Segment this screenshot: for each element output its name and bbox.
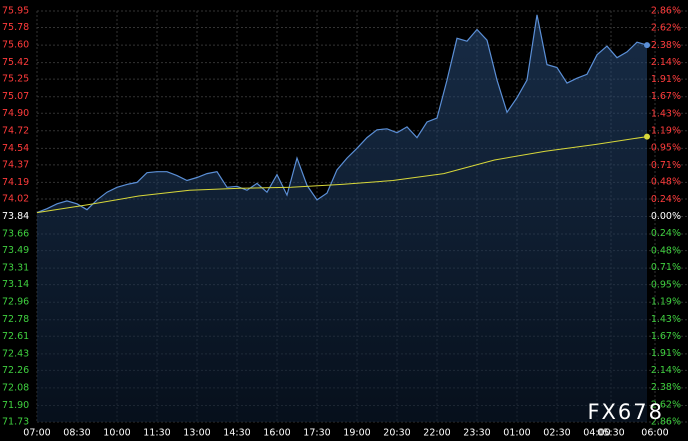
- y2-tick-label: 0.95%: [651, 143, 681, 154]
- x-tick-label: 11:30: [143, 428, 170, 439]
- plot: [36, 14, 650, 423]
- y-tick-label: 74.02: [2, 193, 29, 204]
- y2-tick-label: 2.86%: [651, 417, 681, 428]
- y-tick-label: 75.60: [2, 40, 29, 51]
- y2-tick-label: 2.62%: [651, 399, 681, 410]
- y2-tick-label: 0.00%: [651, 211, 681, 222]
- y-tick-label: 75.78: [2, 22, 29, 33]
- y2-tick-label: 1.91%: [651, 74, 681, 85]
- watermark: FX678: [587, 400, 664, 424]
- area: [37, 14, 647, 423]
- x-tick-label: 05:30: [597, 428, 624, 439]
- y-tick-label: 72.08: [2, 382, 29, 393]
- y-tick-label: 72.43: [2, 348, 29, 359]
- y-tick-label: 75.25: [2, 74, 29, 85]
- x-tick-label: 02:30: [543, 428, 570, 439]
- x-tick-label: 13:00: [183, 428, 210, 439]
- y2-tick-label: 1.67%: [651, 331, 681, 342]
- y-tick-label: 72.26: [2, 365, 29, 376]
- y2-tick-label: 2.14%: [651, 57, 681, 68]
- y-tick-label: 73.31: [2, 263, 29, 274]
- y-tick-label: 73.49: [2, 245, 29, 256]
- end-dot: [644, 133, 650, 140]
- y2-tick-label: 0.48%: [651, 245, 681, 256]
- y-tick-label: 71.90: [2, 400, 29, 411]
- x-tick-label: 22:00: [423, 428, 450, 439]
- y-tick-label: 74.72: [2, 125, 29, 136]
- y2-tick-label: 0.95%: [651, 279, 681, 290]
- x-tick-label: 20:30: [383, 428, 410, 439]
- labels: 75.95 75.78 75.60 75.42 75.25 75.07 74.90 74.72…: [2, 6, 681, 439]
- y2-tick-label: 2.14%: [651, 365, 681, 376]
- x-tick-label: 23:30: [463, 428, 490, 439]
- x-tick-label: 01:00: [503, 428, 530, 439]
- y-tick-label: 75.42: [2, 57, 29, 68]
- x-tick-label: 10:00: [103, 428, 130, 439]
- y-tick-label: 71.73: [2, 417, 29, 428]
- y2-tick-label: 1.43%: [651, 108, 681, 119]
- x-tick-label: 06:00: [641, 428, 668, 439]
- y2-tick-label: 0.24%: [651, 194, 681, 205]
- y-tick-label: 74.54: [2, 143, 29, 154]
- y-tick-label: 73.66: [2, 229, 29, 240]
- y-tick-label: 74.19: [2, 177, 29, 188]
- y-tick-label: 75.07: [2, 91, 29, 102]
- y-tick-label: 74.90: [2, 108, 29, 119]
- x-tick-label: 08:30: [63, 428, 90, 439]
- y2-tick-label: 0.71%: [651, 262, 681, 273]
- x-tick-label: 16:00: [263, 428, 290, 439]
- y2-tick-label: 0.48%: [651, 177, 681, 188]
- y2-tick-label: 2.38%: [651, 40, 681, 51]
- y-tick-label: 72.96: [2, 297, 29, 308]
- y2-tick-label: 0.71%: [651, 160, 681, 171]
- line: [36, 14, 648, 214]
- y-tick-label: 74.37: [2, 159, 29, 170]
- y-tick-label: 75.95: [2, 6, 29, 17]
- x-tick-label: 07:00: [23, 428, 50, 439]
- y-tick-label: 72.61: [2, 331, 29, 342]
- x-tick-label: 04:00: [583, 428, 610, 439]
- end-dot: [644, 42, 650, 49]
- x-tick-label: 19:00: [343, 428, 370, 439]
- y2-tick-label: 2.62%: [651, 23, 681, 34]
- x-tick-label: 14:30: [223, 428, 250, 439]
- y2-tick-label: 1.19%: [651, 297, 681, 308]
- y-tick-label: 73.84: [2, 211, 29, 222]
- x-tick-label: 17:30: [303, 428, 330, 439]
- y2-tick-label: 1.19%: [651, 125, 681, 136]
- y2-tick-label: 0.24%: [651, 228, 681, 239]
- y-tick-label: 73.14: [2, 279, 29, 290]
- y2-tick-label: 1.91%: [651, 348, 681, 359]
- line: [36, 136, 648, 214]
- y2-tick-label: 1.43%: [651, 314, 681, 325]
- y2-tick-label: 1.67%: [651, 91, 681, 102]
- y2-tick-label: 2.86%: [651, 6, 681, 17]
- y-tick-label: 72.78: [2, 314, 29, 325]
- y2-tick-label: 2.38%: [651, 382, 681, 393]
